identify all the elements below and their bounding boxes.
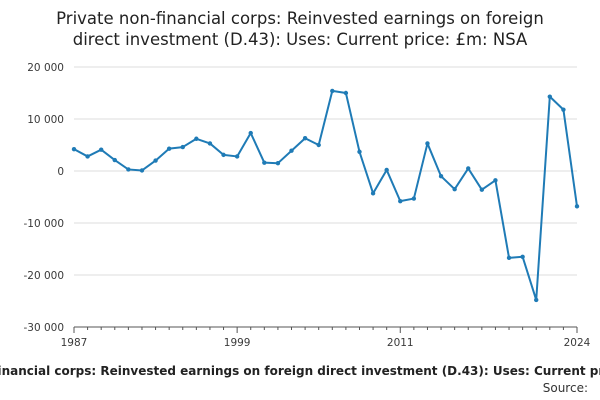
data-point[interactable] xyxy=(561,107,566,112)
axes xyxy=(73,326,578,333)
data-point[interactable] xyxy=(221,152,226,158)
data-point[interactable] xyxy=(234,154,240,159)
series-legend-label: Private non-financial corps: Reinvested … xyxy=(0,364,600,378)
series-line-group xyxy=(73,89,578,301)
x-tick-label: 1999 xyxy=(224,337,251,349)
data-point[interactable] xyxy=(493,178,498,183)
data-point[interactable] xyxy=(153,158,158,163)
y-tick-label: 10 000 xyxy=(27,114,64,126)
data-point[interactable] xyxy=(85,154,90,159)
data-point[interactable] xyxy=(452,187,457,192)
data-point[interactable] xyxy=(574,204,580,209)
data-point[interactable] xyxy=(330,88,335,94)
data-point[interactable] xyxy=(479,187,485,192)
data-point[interactable] xyxy=(139,168,145,173)
data-point[interactable] xyxy=(126,167,131,172)
data-point[interactable] xyxy=(506,255,512,261)
y-tick-label: -20 000 xyxy=(23,270,64,282)
data-point[interactable] xyxy=(398,198,403,204)
data-point[interactable] xyxy=(534,297,539,303)
data-point[interactable] xyxy=(248,130,253,136)
series-line xyxy=(73,89,578,301)
x-tick-label: 2024 xyxy=(564,337,591,349)
data-point[interactable] xyxy=(262,160,267,165)
data-point[interactable] xyxy=(289,148,294,153)
x-axis-ticks: 1987 1999 2011 2024 xyxy=(61,337,591,349)
data-point[interactable] xyxy=(275,161,281,166)
data-point[interactable] xyxy=(411,196,417,201)
data-point[interactable] xyxy=(343,90,349,96)
data-point[interactable] xyxy=(166,146,172,151)
data-point[interactable] xyxy=(438,174,444,179)
data-point[interactable] xyxy=(357,149,362,154)
data-point[interactable] xyxy=(547,94,553,99)
chart-title-line-2: direct investment (D.43): Uses: Current … xyxy=(72,30,528,49)
x-tick-label: 2011 xyxy=(387,337,414,349)
y-tick-label: -10 000 xyxy=(23,218,64,230)
data-point[interactable] xyxy=(71,146,77,152)
data-point[interactable] xyxy=(520,254,525,259)
grid-lines xyxy=(74,66,577,276)
y-tick-label: 0 xyxy=(57,166,64,178)
y-axis-ticks: 20 000 10 000 0 -10 000 -20 000 -30 000 xyxy=(23,62,64,334)
x-tick-label: 1987 xyxy=(61,337,88,349)
data-point[interactable] xyxy=(98,147,104,152)
data-point[interactable] xyxy=(466,166,471,171)
data-point[interactable] xyxy=(316,142,321,148)
y-tick-label: 20 000 xyxy=(27,62,64,74)
data-point[interactable] xyxy=(194,136,199,141)
data-point[interactable] xyxy=(370,191,376,196)
source-label: Source: xyxy=(542,381,588,395)
data-point[interactable] xyxy=(207,141,213,146)
data-point[interactable] xyxy=(180,144,185,150)
data-point[interactable] xyxy=(302,136,308,141)
y-tick-label: -30 000 xyxy=(23,322,64,334)
data-point[interactable] xyxy=(384,167,389,173)
data-points xyxy=(71,88,580,303)
data-point[interactable] xyxy=(425,141,430,146)
data-point[interactable] xyxy=(112,157,117,163)
chart-title: Private non-financial corps: Reinvested … xyxy=(0,8,600,50)
chart-title-line-1: Private non-financial corps: Reinvested … xyxy=(56,9,544,28)
